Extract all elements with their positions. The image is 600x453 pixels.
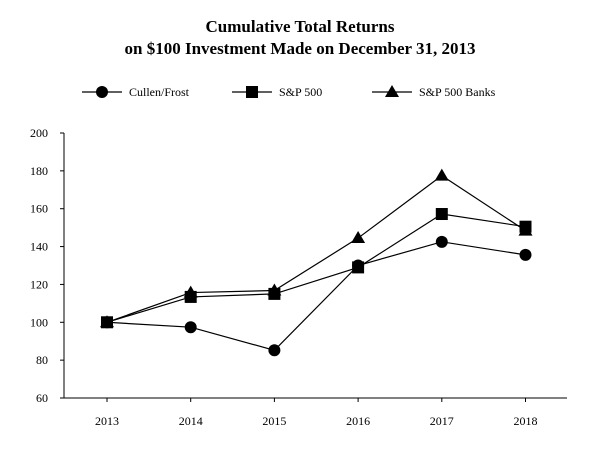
legend-item: S&P 500 Banks — [372, 85, 496, 99]
y-tick-label: 80 — [36, 353, 48, 367]
y-tick-label: 60 — [36, 391, 48, 405]
y-tick-label: 140 — [30, 240, 48, 254]
series-cullen-frost — [101, 235, 532, 357]
triangle-marker — [434, 168, 449, 181]
square-marker — [435, 208, 448, 221]
legend-label: S&P 500 Banks — [419, 85, 496, 99]
series-s-p-500-banks — [100, 168, 533, 328]
series-s-p-500 — [101, 208, 532, 329]
x-tick-label: 2016 — [346, 414, 370, 428]
legend-label: S&P 500 — [279, 85, 322, 99]
triangle-marker — [351, 231, 366, 244]
legend-label: Cullen/Frost — [129, 85, 190, 99]
plot-area — [100, 168, 533, 357]
square-marker — [246, 86, 258, 98]
circle-marker — [519, 248, 532, 261]
x-tick-label: 2014 — [179, 414, 203, 428]
legend: Cullen/Frost S&P 500 S&P 500 Banks — [82, 85, 496, 99]
series-line — [106, 241, 526, 351]
triangle-marker — [518, 223, 533, 236]
chart-title: Cumulative Total Returns — [206, 17, 395, 36]
triangle-marker — [267, 283, 282, 296]
series-line — [106, 213, 526, 323]
chart-subtitle: on $100 Investment Made on December 31, … — [125, 39, 476, 58]
x-tick-label: 2017 — [430, 414, 454, 428]
legend-item: Cullen/Frost — [82, 85, 190, 99]
triangle-marker — [385, 85, 399, 97]
y-tick-label: 200 — [30, 126, 48, 140]
legend-item: S&P 500 — [232, 85, 322, 99]
x-tick-label: 2015 — [262, 414, 286, 428]
y-tick-label: 120 — [30, 277, 48, 291]
series-line — [106, 174, 526, 323]
circle-marker — [268, 344, 281, 357]
circle-marker — [96, 86, 108, 98]
x-tick-label: 2013 — [95, 414, 119, 428]
circle-marker — [184, 321, 197, 334]
circle-marker — [435, 235, 448, 248]
y-tick-label: 160 — [30, 202, 48, 216]
x-tick-label: 2018 — [514, 414, 538, 428]
triangle-marker — [100, 315, 114, 328]
axes: 60 80 100 120 140 160 180 200 2013 2014 2015 2016 20… — [30, 126, 567, 428]
triangle-marker — [183, 285, 198, 298]
square-marker — [352, 261, 365, 274]
y-tick-label: 180 — [30, 164, 48, 178]
y-tick-label: 100 — [30, 315, 48, 329]
